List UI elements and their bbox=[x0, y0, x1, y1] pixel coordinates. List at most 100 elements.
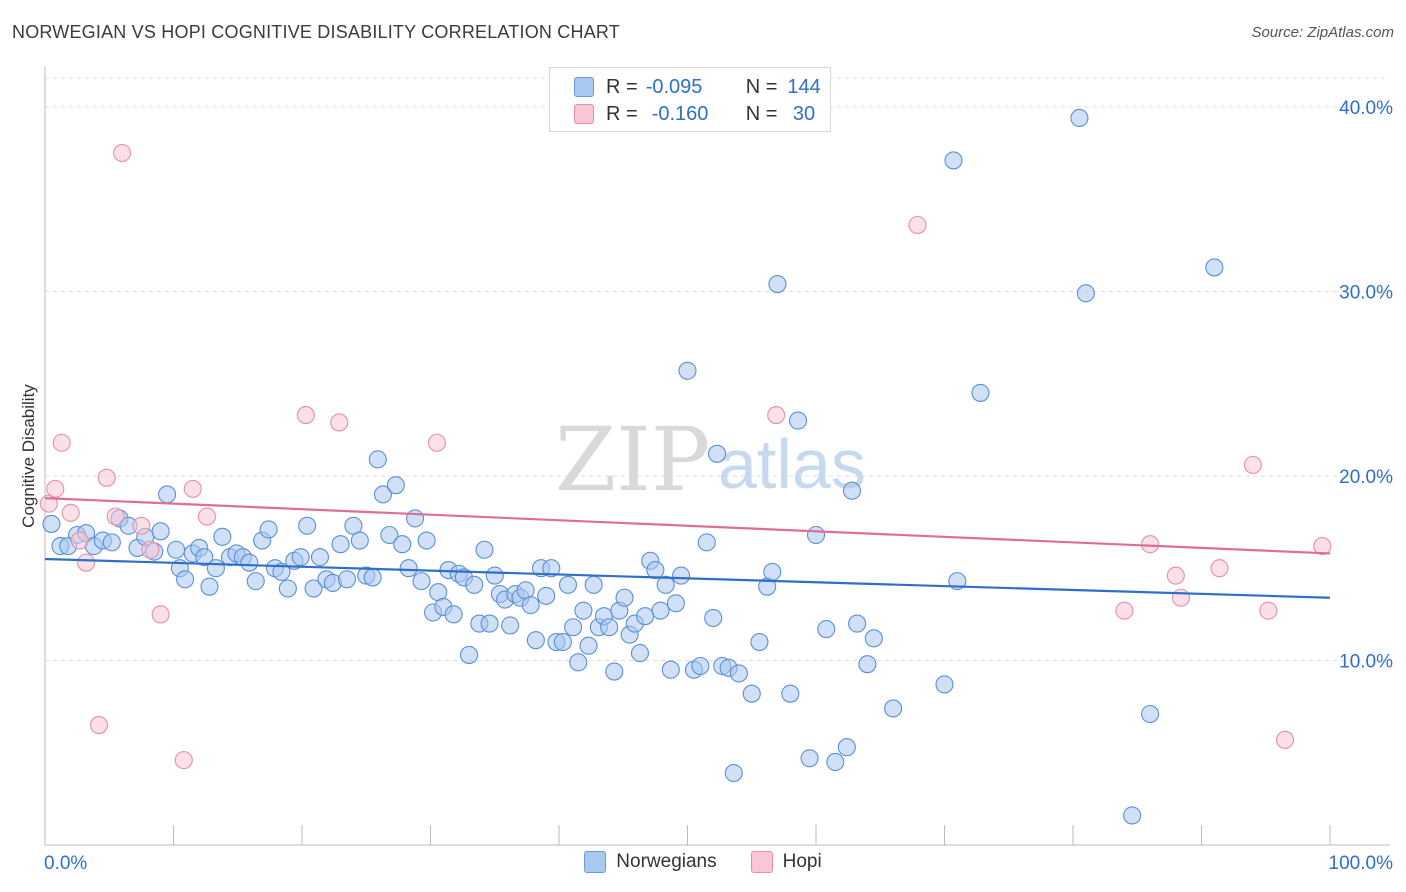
data-point-norwegians bbox=[935, 675, 954, 694]
data-point-norwegians bbox=[350, 531, 369, 550]
data-point-hopi bbox=[908, 215, 927, 235]
data-point-norwegians bbox=[542, 559, 561, 578]
data-point-norwegians bbox=[884, 699, 903, 718]
data-point-hopi bbox=[197, 507, 216, 526]
data-point-norwegians bbox=[380, 525, 399, 545]
data-point-norwegians bbox=[298, 516, 317, 535]
data-point-norwegians bbox=[259, 520, 278, 539]
data-point-hopi bbox=[70, 531, 89, 550]
data-point-norwegians bbox=[848, 614, 867, 633]
data-point-norwegians bbox=[480, 614, 499, 633]
data-point-hopi bbox=[52, 433, 71, 452]
data-point-hopi bbox=[1259, 601, 1278, 620]
data-point-hopi bbox=[1243, 455, 1262, 474]
data-point-norwegians bbox=[158, 485, 177, 504]
data-point-norwegians bbox=[485, 566, 504, 585]
x-tick-label: 100.0% bbox=[1329, 853, 1394, 874]
data-point-norwegians bbox=[651, 601, 670, 620]
legend-swatch-hopi bbox=[574, 104, 594, 124]
trend-line-norwegians bbox=[44, 557, 1331, 599]
data-point-norwegians bbox=[708, 444, 727, 463]
data-point-norwegians bbox=[393, 535, 412, 554]
data-point-norwegians bbox=[102, 533, 121, 552]
data-point-norwegians bbox=[605, 662, 624, 681]
trend-lines bbox=[44, 496, 1331, 599]
data-point-norwegians bbox=[672, 566, 691, 585]
watermark-atlas: atlas bbox=[718, 425, 866, 503]
data-point-hopi bbox=[174, 751, 193, 770]
data-point-hopi bbox=[1210, 559, 1229, 578]
data-point-hopi bbox=[296, 406, 315, 425]
data-point-norwegians bbox=[213, 527, 232, 546]
data-point-norwegians bbox=[444, 605, 463, 624]
data-point-norwegians bbox=[1141, 704, 1160, 724]
data-point-norwegians bbox=[579, 636, 598, 655]
data-point-norwegians bbox=[615, 588, 634, 607]
data-point-norwegians bbox=[167, 540, 186, 559]
data-point-norwegians bbox=[526, 631, 545, 650]
legend-r-label: R = bbox=[606, 102, 638, 125]
data-point-hopi bbox=[77, 553, 96, 572]
data-point-norwegians bbox=[200, 577, 219, 596]
data-point-norwegians bbox=[278, 579, 297, 598]
data-point-norwegians bbox=[412, 572, 431, 591]
data-point-norwegians bbox=[781, 684, 800, 703]
data-point-norwegians bbox=[646, 561, 665, 580]
data-point-norwegians bbox=[368, 450, 387, 469]
data-point-norwegians bbox=[750, 632, 769, 652]
legend-item-norwegians: Norwegians bbox=[584, 851, 717, 873]
y-tick-labels: 10.0% 20.0% 30.0% 40.0% bbox=[1339, 98, 1393, 673]
data-point-hopi bbox=[330, 413, 349, 432]
data-point-hopi bbox=[427, 433, 446, 452]
legend-row-hopi: R = -0.160 N = 30 bbox=[574, 101, 815, 127]
x-tick-labels: 0.0% 100.0% bbox=[44, 853, 1393, 874]
data-point-norwegians bbox=[564, 618, 583, 637]
data-point-norwegians bbox=[763, 562, 782, 581]
data-point-norwegians bbox=[569, 653, 588, 672]
grid-lines bbox=[45, 77, 1390, 661]
data-point-norwegians bbox=[724, 763, 743, 783]
data-point-norwegians bbox=[553, 632, 572, 652]
data-point-norwegians bbox=[837, 738, 856, 757]
series-norwegians bbox=[42, 108, 1224, 825]
data-point-norwegians bbox=[291, 548, 310, 567]
legend-swatch-hopi bbox=[750, 851, 773, 873]
y-tick-label: 30.0% bbox=[1339, 282, 1393, 303]
legend-swatch-norwegians bbox=[574, 77, 594, 97]
legend-item-hopi: Hopi bbox=[750, 851, 822, 873]
data-point-hopi bbox=[61, 503, 80, 522]
data-point-norwegians bbox=[842, 481, 862, 500]
y-tick-label: 20.0% bbox=[1339, 467, 1393, 488]
data-point-hopi bbox=[113, 143, 132, 163]
data-point-norwegians bbox=[1076, 284, 1095, 303]
data-point-hopi bbox=[151, 605, 170, 624]
data-point-norwegians bbox=[800, 749, 819, 768]
data-point-norwegians bbox=[1123, 806, 1142, 825]
data-point-norwegians bbox=[600, 618, 619, 637]
data-point-hopi bbox=[89, 716, 109, 735]
data-point-norwegians bbox=[806, 525, 826, 545]
data-point-norwegians bbox=[817, 620, 836, 639]
y-axis-label: Cognitive Disability bbox=[19, 384, 38, 528]
legend-r-value: -0.095 bbox=[645, 75, 703, 98]
data-point-norwegians bbox=[636, 607, 655, 626]
data-point-norwegians bbox=[788, 411, 808, 430]
data-point-hopi bbox=[1313, 537, 1332, 556]
legend-swatch-norwegians bbox=[584, 851, 607, 873]
stats-legend: R = -0.095 N = 144 R = -0.160 N = 30 bbox=[549, 67, 831, 132]
data-point-norwegians bbox=[768, 274, 787, 294]
data-point-norwegians bbox=[475, 540, 494, 559]
data-point-hopi bbox=[46, 479, 65, 498]
data-point-norwegians bbox=[304, 579, 323, 598]
data-point-norwegians bbox=[666, 594, 685, 613]
data-point-norwegians bbox=[176, 570, 195, 589]
data-point-norwegians bbox=[971, 383, 990, 402]
data-point-norwegians bbox=[858, 655, 877, 674]
axes bbox=[44, 66, 1390, 846]
data-point-norwegians bbox=[363, 568, 382, 587]
data-point-hopi bbox=[1115, 601, 1134, 620]
data-point-norwegians bbox=[742, 684, 761, 703]
data-point-norwegians bbox=[465, 575, 484, 594]
legend-r-label: R = bbox=[606, 75, 638, 98]
